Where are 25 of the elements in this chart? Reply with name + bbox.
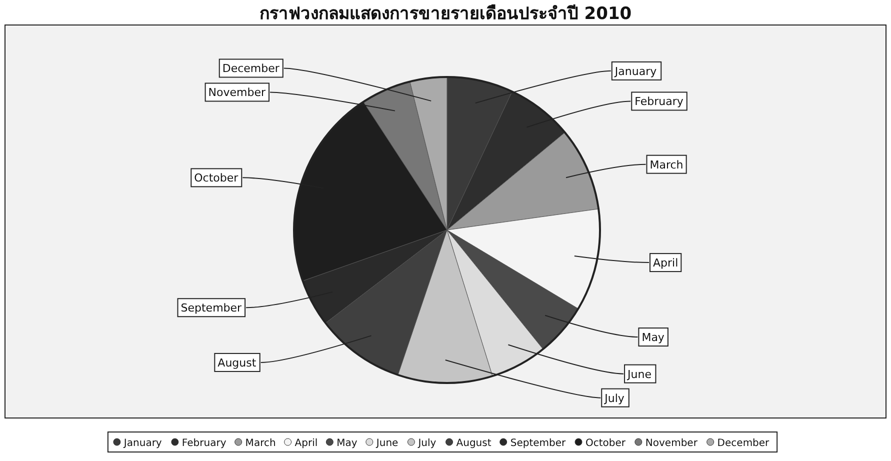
chart-title: กราฟวงกลมแสดงการขายรายเดือนประจำปี 2010	[259, 3, 632, 24]
slice-label: January	[614, 64, 658, 78]
slice-label: July	[604, 392, 625, 405]
legend-label: December	[717, 438, 770, 449]
category-label: April	[294, 438, 318, 449]
slice-label: March	[650, 158, 684, 172]
legend-label: March	[245, 438, 276, 449]
slice-label: November	[208, 86, 266, 100]
legend-label: February	[182, 438, 226, 449]
legend-label: October	[586, 438, 626, 449]
legend-label: November	[645, 438, 698, 449]
slice-label: May	[642, 331, 665, 344]
legend-label: May	[336, 438, 358, 449]
slice-label: June	[626, 368, 652, 381]
legend-label: June	[375, 438, 398, 449]
slice-label: December	[222, 62, 280, 76]
slice-label: April	[652, 256, 678, 270]
legend-label: January	[122, 438, 162, 449]
legend-label: July	[417, 438, 436, 449]
slice-label: February	[634, 95, 684, 108]
slice-label: August	[218, 356, 257, 370]
legend-label: August	[456, 438, 492, 449]
slice-label: October	[194, 172, 239, 185]
legend-label: September	[510, 438, 567, 449]
slice-label: September	[180, 302, 242, 315]
